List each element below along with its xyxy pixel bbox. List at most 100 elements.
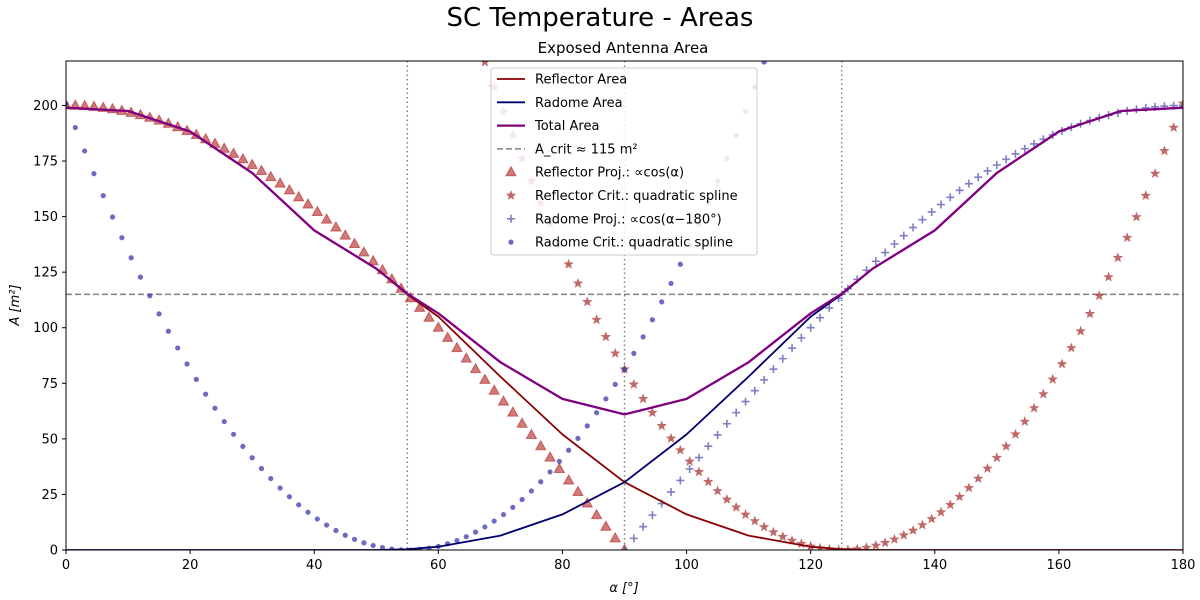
star-marker (1131, 211, 1142, 222)
x-axis-ticks: 0 20 40 60 80 100 120 140 160 180 (62, 550, 1196, 573)
star-marker (675, 444, 686, 455)
star-marker (1112, 252, 1124, 263)
triangle-marker (562, 473, 575, 485)
circle-marker (649, 317, 656, 323)
x-tick-label: 180 (1171, 558, 1196, 573)
star-marker (1149, 168, 1161, 179)
triangle-marker (534, 439, 547, 451)
star-marker (582, 296, 593, 307)
series-line-total-area (66, 106, 1183, 416)
triangle-marker (451, 341, 463, 353)
plus-marker (750, 386, 759, 395)
y-tick-label: 175 (33, 155, 58, 170)
plus-marker (760, 375, 769, 384)
plus-marker (1011, 149, 1020, 158)
plus-marker (704, 442, 713, 451)
star-marker (628, 378, 640, 389)
x-tick-label: 20 (182, 558, 199, 573)
plus-marker (881, 248, 890, 257)
circle-marker (268, 475, 274, 482)
legend-label: Radome Proj.: ∝cos(α−180°) (535, 212, 722, 227)
triangle-marker (441, 331, 454, 342)
triangle-marker (460, 352, 473, 363)
circle-marker (584, 423, 590, 429)
x-tick-label: 40 (306, 558, 323, 573)
circle-marker (324, 522, 330, 528)
star-marker (1075, 325, 1086, 336)
circle-marker (668, 280, 674, 287)
triangle-marker (367, 254, 380, 266)
circle-marker (72, 124, 78, 131)
circle-marker (82, 148, 88, 154)
star-marker (740, 509, 751, 519)
star-marker (805, 540, 816, 550)
x-axis-label: α [°] (609, 581, 638, 596)
plus-marker (918, 215, 927, 224)
star-marker (1140, 190, 1151, 201)
y-tick-label: 50 (41, 432, 58, 447)
circle-marker (361, 540, 367, 546)
circle-marker (472, 529, 479, 535)
plus-marker (1030, 139, 1039, 148)
circle-marker (528, 488, 535, 494)
plus-marker (685, 464, 694, 473)
triangle-marker (600, 520, 612, 531)
x-tick-label: 120 (798, 558, 823, 573)
plus-marker (974, 173, 983, 182)
star-marker (982, 462, 993, 473)
star-marker (1010, 428, 1021, 439)
circle-marker (119, 235, 125, 241)
circle-marker (538, 479, 544, 485)
circle-marker (175, 345, 181, 351)
star-marker (1084, 308, 1096, 319)
star-marker (647, 407, 658, 418)
plus-marker (797, 333, 806, 342)
plus-marker (964, 179, 973, 188)
legend-marker-triangle (505, 165, 517, 177)
legend-label: Reflector Proj.: ∝cos(α) (535, 166, 684, 181)
y-tick-label: 25 (41, 488, 58, 503)
plus-marker (713, 430, 722, 439)
circle-marker (566, 447, 572, 453)
triangle-marker (525, 428, 538, 439)
y-axis-ticks: 0 25 50 75 100 125 150 175 200 (33, 99, 66, 559)
circle-marker (221, 418, 227, 425)
star-marker (1066, 342, 1077, 353)
plus-marker (639, 522, 648, 531)
circle-marker (296, 502, 302, 508)
triangle-marker (274, 177, 286, 188)
star-marker (1121, 232, 1133, 243)
plus-marker (667, 487, 676, 496)
plus-marker (694, 453, 703, 462)
plus-marker (648, 511, 657, 520)
circle-marker (91, 171, 97, 177)
triangle-marker (432, 321, 445, 332)
circle-marker (203, 391, 209, 397)
circle-marker (510, 504, 516, 510)
circle-marker (156, 311, 162, 317)
star-marker (1047, 373, 1058, 384)
circle-marker (640, 334, 646, 340)
circle-marker (593, 410, 600, 416)
circle-marker (277, 485, 283, 491)
star-marker (703, 476, 714, 487)
circle-marker (258, 465, 265, 472)
star-marker (712, 485, 723, 496)
plot-frame (65, 60, 1184, 551)
circle-marker (761, 61, 767, 65)
star-marker (777, 531, 788, 542)
circle-marker (500, 511, 507, 518)
triangle-marker (292, 190, 305, 202)
star-marker (1103, 271, 1114, 282)
circle-marker (575, 435, 581, 441)
triangle-marker (218, 142, 231, 153)
triangle-marker (255, 164, 268, 175)
triangle-marker (423, 311, 435, 322)
y-axis-label: A [m²] (8, 284, 23, 326)
plus-marker (741, 397, 750, 406)
x-tick-label: 100 (674, 558, 699, 573)
circle-marker (128, 255, 134, 261)
y-tick-label: 200 (33, 99, 58, 114)
legend-label: Reflector Crit.: quadratic spline (535, 189, 738, 204)
